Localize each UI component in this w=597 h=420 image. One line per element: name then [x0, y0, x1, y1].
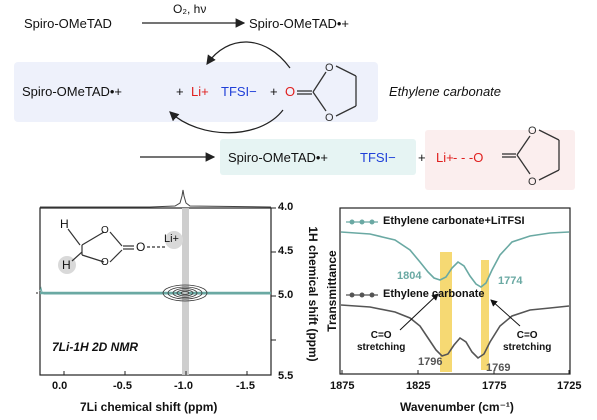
ir-peak-bottom-2: 1769 — [486, 362, 511, 374]
plus-sign-2: + — [270, 84, 278, 99]
inset-li-atom: Li+ — [164, 233, 179, 245]
inset-o-atom: O — [136, 240, 146, 254]
ethylene-carbonate-structure-2: O O — [502, 125, 560, 188]
nmr-x-tick-2: -1.0 — [174, 380, 193, 392]
svg-text:O: O — [285, 84, 295, 99]
ir-y-axis-label: Transmittance — [325, 250, 339, 332]
nmr-method-label: 7Li-1H 2D NMR — [52, 340, 139, 354]
ir-legend-top: Ethylene carbonate+LiTFSI — [383, 215, 525, 227]
ir-annotation-arrow-left — [399, 293, 439, 331]
ir-peak-top-1: 1804 — [397, 270, 422, 282]
inset-h-atom-1: H — [60, 217, 69, 231]
spiro-tfsi-salt-anion: TFSI− — [360, 150, 396, 165]
plus-sign-1: + — [176, 84, 184, 99]
inset-ring-o-2: O — [101, 257, 109, 268]
ir-x-axis-label: Wavenumber (cm⁻¹) — [400, 400, 514, 414]
tfsi-anion: TFSI− — [221, 84, 257, 99]
ir-x-tick-3: 1725 — [557, 380, 582, 392]
ir-annotation-right: C=O stretching — [503, 330, 552, 353]
li-coordination-box — [425, 130, 575, 190]
ir-spectrum-ec — [340, 304, 570, 360]
ethylene-carbonate-structure: O O O — [285, 62, 357, 124]
ir-spectrum-ec-litfsi — [340, 231, 570, 288]
curved-arrow-top — [206, 41, 291, 69]
spiro-tfsi-salt-cation: Spiro-OMeTAD•+ — [228, 150, 329, 165]
product-spiro-radical: Spiro-OMeTAD•+ — [249, 16, 350, 31]
inset-h-atom-2: H — [62, 258, 71, 272]
nmr-y-tick-0: 4.0 — [278, 201, 294, 213]
ir-x-tick-1: 1825 — [406, 380, 431, 392]
ir-highlight-1 — [440, 252, 452, 372]
plus-sign-3: + — [418, 150, 426, 165]
svg-text:O: O — [325, 112, 334, 124]
ir-x-tick-0: 1875 — [330, 380, 355, 392]
complex-box — [14, 62, 378, 122]
nmr-x-axis-label: 7Li chemical shift (ppm) — [80, 400, 218, 414]
nmr-frame — [39, 207, 272, 376]
ir-annotation-arrow-right — [490, 299, 521, 327]
nmr-x-tick-1: -0.5 — [113, 380, 132, 392]
nmr-y-tick-1: 4.5 — [278, 245, 294, 257]
ir-highlight-2 — [481, 260, 489, 370]
svg-text:O: O — [528, 125, 537, 137]
ir-x-tick-2: 1775 — [482, 380, 507, 392]
li-ion-2: Li+ — [436, 150, 454, 165]
curved-arrow-bottom — [169, 109, 284, 134]
scheme-graphics: O O O O O — [140, 18, 560, 188]
product-box — [220, 139, 416, 175]
svg-text:O: O — [528, 176, 537, 188]
ir-peak-bottom-1: 1796 — [418, 356, 443, 368]
spiro-radical-2: Spiro-OMeTAD•+ — [22, 84, 123, 99]
nmr-x-tick-3: -1.5 — [236, 380, 255, 392]
ir-peak-top-2: 1774 — [498, 275, 523, 287]
nmr-li-projection — [40, 189, 272, 208]
nmr-y-tick-2: 5.0 — [278, 289, 294, 301]
li-ion: Li+ — [191, 84, 209, 99]
li-o-coordination: - - -O — [453, 150, 484, 165]
nmr-contour — [162, 284, 208, 302]
nmr-x-tick-0: 0.0 — [52, 380, 68, 392]
conditions-label: O₂, hν — [173, 2, 207, 16]
ir-annotation-left: C=O stretching — [357, 330, 406, 353]
ir-legend-bottom: Ethylene carbonate — [383, 288, 485, 300]
reactant-spiro: Spiro-OMeTAD — [24, 16, 112, 31]
svg-text:O: O — [325, 62, 334, 74]
solvent-name: Ethylene carbonate — [389, 84, 502, 99]
inset-ring-o-1: O — [101, 225, 109, 236]
nmr-inset-molecule — [58, 228, 183, 274]
nmr-y-tick-3: 5.5 — [278, 370, 294, 382]
ir-frame — [339, 207, 571, 375]
